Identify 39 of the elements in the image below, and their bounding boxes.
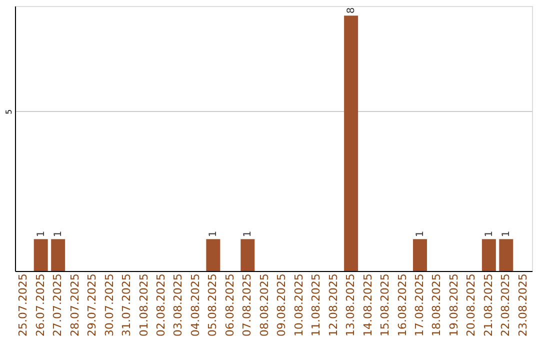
x-tick-label: 01.08.2025 <box>137 274 150 336</box>
x-tick-label: 27.07.2025 <box>51 274 64 336</box>
x-tick-label: 06.08.2025 <box>223 274 236 336</box>
x-tick-label: 03.08.2025 <box>172 274 185 336</box>
data-label: 1 <box>208 230 220 238</box>
x-tick-label: 10.08.2025 <box>292 274 306 336</box>
x-tick-label: 26.07.2025 <box>34 274 47 336</box>
x-tick-label: 02.08.2025 <box>154 274 168 336</box>
x-tick-label: 28.07.2025 <box>68 274 82 336</box>
data-label: 1 <box>242 230 254 238</box>
x-tick-label: 17.08.2025 <box>412 274 426 336</box>
x-tick-label: 09.08.2025 <box>275 274 288 336</box>
data-label: 1 <box>53 230 64 238</box>
x-tick-label: 04.08.2025 <box>188 274 202 336</box>
data-label: 1 <box>36 230 47 238</box>
x-tick-label: 29.07.2025 <box>86 274 99 336</box>
y-tick-label: 5 <box>4 109 14 114</box>
data-label: 1 <box>414 230 426 238</box>
x-tick-label: 31.07.2025 <box>120 274 134 336</box>
x-tick-label: 30.07.2025 <box>102 274 116 336</box>
data-label: 8 <box>346 7 358 14</box>
x-tick-label: 07.08.2025 <box>240 274 254 336</box>
x-tick-label: 18.08.2025 <box>430 274 444 336</box>
x-tick-label: 11.08.2025 <box>310 274 323 336</box>
x-tick-label: 12.08.2025 <box>326 274 340 336</box>
x-tick-label: 20.08.2025 <box>464 274 478 336</box>
x-tick-label: 22.08.2025 <box>499 274 512 336</box>
data-label: 1 <box>501 230 512 238</box>
x-tick-label: 21.08.2025 <box>482 274 495 336</box>
x-tick-label: 15.08.2025 <box>378 274 392 336</box>
x-tick-label: 08.08.2025 <box>258 274 271 336</box>
x-tick-label: 16.08.2025 <box>396 274 409 336</box>
x-tick-label: 25.07.2025 <box>16 274 30 336</box>
x-tick-label: 23.08.2025 <box>516 274 530 336</box>
x-tick-label: 19.08.2025 <box>447 274 460 336</box>
x-tick-label: 05.08.2025 <box>206 274 220 336</box>
x-tick-label: 13.08.2025 <box>344 274 358 336</box>
x-tick-label: 14.08.2025 <box>361 274 374 336</box>
data-label: 1 <box>484 230 495 238</box>
